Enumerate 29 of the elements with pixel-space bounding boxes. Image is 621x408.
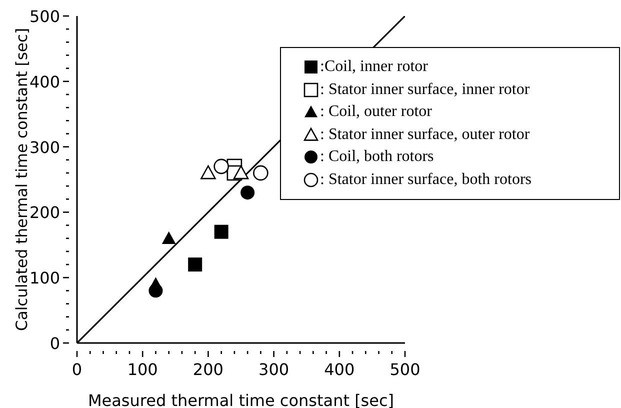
- legend-label: :Coil, inner rotor: [320, 57, 428, 77]
- point: [200, 165, 216, 180]
- y-tick-label: 0: [50, 334, 60, 353]
- point: [240, 186, 255, 200]
- x-tick-label: 400: [324, 360, 355, 379]
- legend-label: : Coil, outer rotor: [320, 102, 432, 122]
- x-tick-label: 500: [390, 360, 420, 379]
- x-tick-label: 300: [258, 360, 290, 379]
- legend-label: : Stator inner surface, inner rotor: [320, 80, 530, 100]
- point: [214, 158, 229, 174]
- legend-label: : Coil, both rotors: [320, 147, 434, 167]
- y-tick-label: 400: [29, 72, 60, 92]
- point: [148, 284, 163, 298]
- x-axis-title: Measured thermal time constant [sec]: [88, 391, 394, 408]
- y-tick-label: 100: [29, 268, 60, 288]
- point: [162, 231, 176, 244]
- y-tick-label: 300: [29, 138, 60, 157]
- y-tick-label: 200: [29, 203, 60, 222]
- x-tick-label: 100: [127, 360, 158, 379]
- y-tick-label: 500: [29, 7, 60, 26]
- legend-label: : Stator inner surface, both rotors: [320, 170, 532, 190]
- legend-label: : Stator inner surface, outer rotor: [320, 124, 530, 144]
- point: [214, 224, 228, 239]
- point: [253, 165, 268, 181]
- point: [188, 258, 202, 272]
- x-tick-label: 200: [192, 360, 224, 379]
- y-axis-title: Calculated thermal time constant [sec]: [13, 28, 31, 332]
- x-tick-label: 0: [72, 360, 82, 379]
- point: [233, 165, 249, 180]
